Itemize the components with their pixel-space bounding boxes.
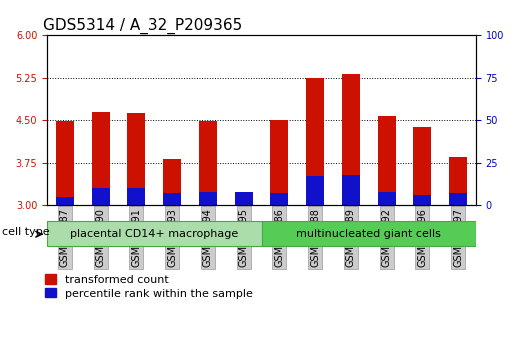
Bar [413,127,431,205]
Text: multinucleated giant cells: multinucleated giant cells [296,229,441,239]
Bar [270,120,288,205]
Bar [306,176,324,205]
Bar [92,188,110,205]
Bar [413,195,431,205]
Bar [235,199,253,205]
Bar [199,121,217,205]
Bar [128,188,145,205]
Bar [378,192,395,205]
Bar [163,193,181,205]
FancyBboxPatch shape [47,221,262,246]
FancyBboxPatch shape [262,221,476,246]
Bar [56,197,74,205]
Bar [163,159,181,205]
Bar [342,74,360,205]
Bar [56,121,74,205]
Bar [128,113,145,205]
Text: placental CD14+ macrophage: placental CD14+ macrophage [70,229,238,239]
Bar [449,157,467,205]
Bar [449,193,467,205]
Bar [199,192,217,205]
Bar [270,193,288,205]
Legend: transformed count, percentile rank within the sample: transformed count, percentile rank withi… [42,271,256,302]
Bar [306,78,324,205]
Text: GDS5314 / A_32_P209365: GDS5314 / A_32_P209365 [43,18,242,34]
Bar [92,112,110,205]
Bar [235,192,253,205]
Text: cell type: cell type [2,227,50,237]
Bar [342,175,360,205]
Bar [378,116,395,205]
